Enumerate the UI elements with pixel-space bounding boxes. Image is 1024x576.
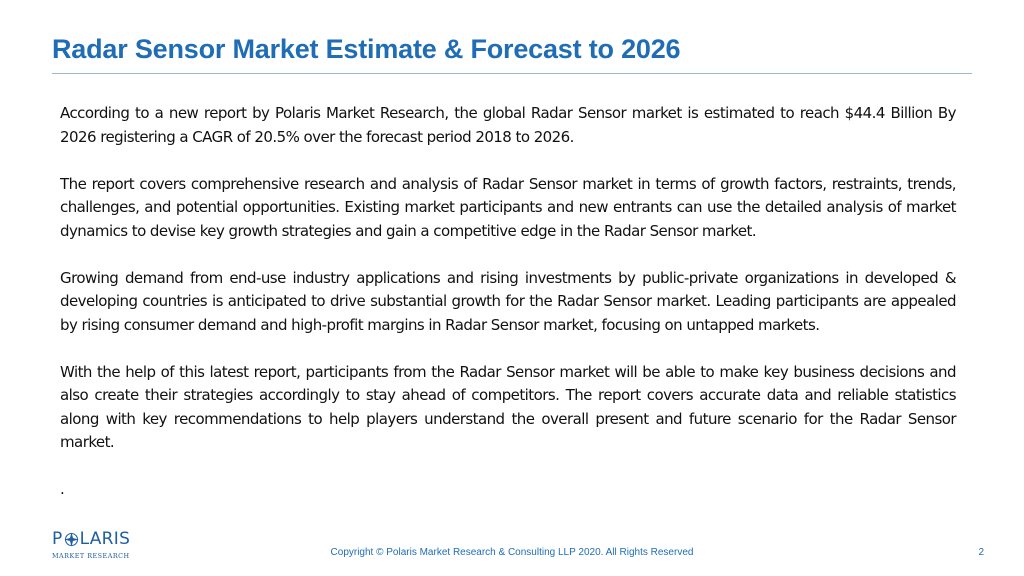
slide-title: Radar Sensor Market Estimate & Forecast … — [52, 34, 681, 64]
paragraph-market-estimate: According to a new report by Polaris Mar… — [60, 104, 957, 146]
logo-letter-p: P — [52, 529, 63, 549]
paragraph-growth-drivers: Growing demand from end-use industry app… — [60, 268, 957, 334]
footer-copyright: Copyright © Polaris Market Research & Co… — [330, 547, 694, 558]
compass-star-icon — [63, 531, 79, 547]
polaris-logo: P LARIS MARKET RESEARCH — [52, 530, 132, 564]
logo-wordmark: P LARIS — [52, 530, 132, 548]
slide-body: According to a new report by Polaris Mar… — [60, 102, 957, 502]
paragraph-report-coverage: The report covers comprehensive research… — [60, 174, 957, 240]
trailing-mark: . — [60, 480, 65, 498]
paragraph-report-benefits: With the help of this latest report, par… — [60, 362, 957, 452]
logo-subtitle: MARKET RESEARCH — [52, 552, 130, 560]
page-number: 2 — [978, 547, 984, 558]
title-divider — [52, 73, 972, 74]
logo-letters-rest: LARIS — [79, 529, 131, 549]
